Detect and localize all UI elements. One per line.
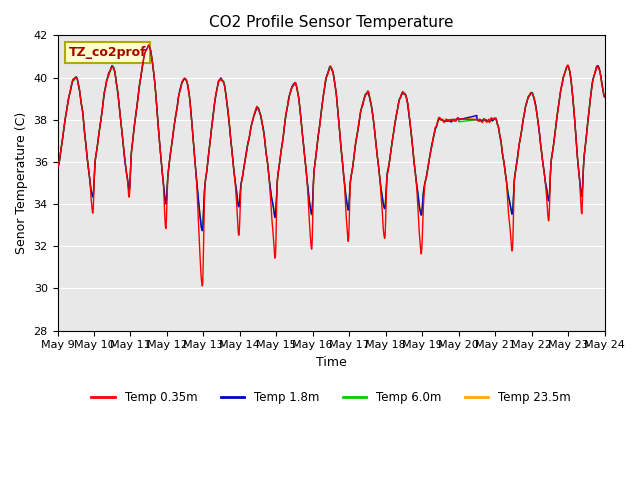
Temp 6.0m bbox=[287, 86, 295, 92]
Line: Temp 0.35m: Temp 0.35m bbox=[58, 45, 605, 286]
Title: CO2 Profile Sensor Temperature: CO2 Profile Sensor Temperature bbox=[209, 15, 453, 30]
Temp 6.0m bbox=[116, 110, 124, 116]
Temp 23.5m bbox=[601, 94, 609, 100]
Temp 23.5m bbox=[264, 160, 271, 166]
Temp 0.35m bbox=[287, 85, 295, 91]
Temp 23.5m bbox=[531, 101, 539, 107]
Temp 23.5m bbox=[116, 110, 124, 116]
Temp 0.35m bbox=[145, 42, 152, 48]
Temp 0.35m bbox=[116, 110, 124, 116]
Temp 6.0m bbox=[145, 42, 152, 48]
Temp 0.35m bbox=[148, 59, 156, 65]
Temp 6.0m bbox=[54, 164, 61, 170]
Temp 0.35m bbox=[54, 166, 61, 172]
Temp 0.35m bbox=[590, 73, 598, 79]
Legend: Temp 0.35m, Temp 1.8m, Temp 6.0m, Temp 23.5m: Temp 0.35m, Temp 1.8m, Temp 6.0m, Temp 2… bbox=[87, 387, 575, 409]
Temp 1.8m bbox=[148, 61, 156, 67]
Temp 23.5m bbox=[287, 85, 295, 91]
Temp 23.5m bbox=[590, 72, 598, 78]
Temp 6.0m bbox=[590, 73, 598, 79]
Temp 1.8m bbox=[264, 161, 271, 167]
Temp 1.8m bbox=[116, 110, 124, 116]
Temp 23.5m bbox=[198, 223, 206, 228]
Temp 1.8m bbox=[590, 73, 598, 79]
Temp 1.8m bbox=[531, 100, 539, 106]
Temp 6.0m bbox=[601, 94, 609, 99]
Temp 0.35m bbox=[264, 161, 271, 167]
Temp 23.5m bbox=[148, 60, 156, 66]
Temp 0.35m bbox=[601, 94, 609, 100]
Temp 1.8m bbox=[601, 94, 609, 100]
X-axis label: Time: Time bbox=[316, 356, 346, 369]
Temp 1.8m bbox=[145, 43, 152, 48]
Text: TZ_co2prof: TZ_co2prof bbox=[68, 46, 146, 59]
Temp 1.8m bbox=[287, 86, 295, 92]
Temp 6.0m bbox=[531, 101, 539, 107]
Y-axis label: Senor Temperature (C): Senor Temperature (C) bbox=[15, 112, 28, 254]
Temp 0.35m bbox=[531, 101, 539, 107]
Line: Temp 1.8m: Temp 1.8m bbox=[58, 46, 605, 231]
Temp 6.0m bbox=[264, 161, 271, 167]
Temp 6.0m bbox=[198, 228, 206, 233]
Temp 1.8m bbox=[54, 166, 61, 172]
Line: Temp 23.5m: Temp 23.5m bbox=[58, 45, 605, 226]
Temp 0.35m bbox=[198, 283, 206, 289]
Temp 1.8m bbox=[198, 228, 206, 234]
Temp 6.0m bbox=[148, 61, 156, 67]
Temp 23.5m bbox=[54, 165, 61, 170]
Line: Temp 6.0m: Temp 6.0m bbox=[58, 45, 605, 230]
Temp 23.5m bbox=[145, 42, 152, 48]
